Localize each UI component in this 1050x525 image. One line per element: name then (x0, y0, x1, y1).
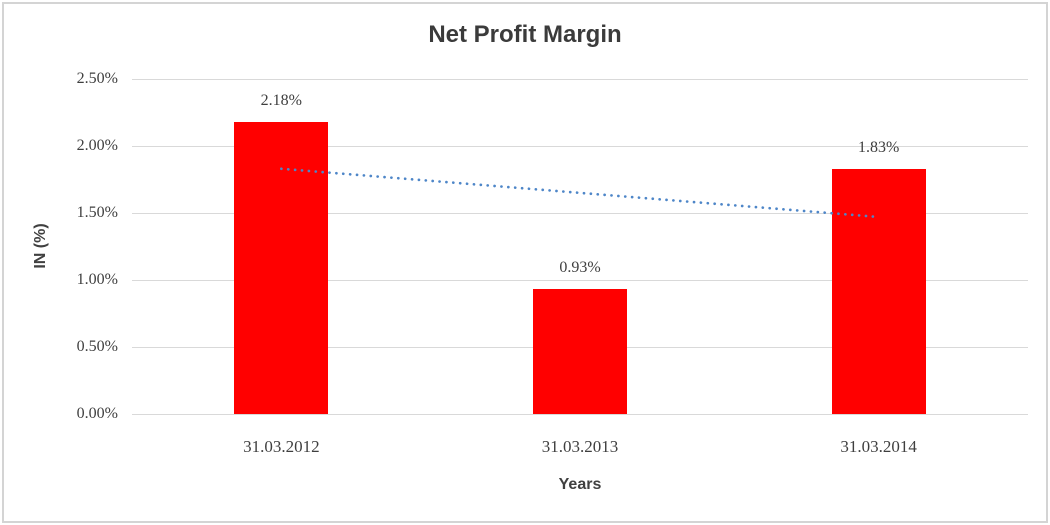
y-tick-label: 2.50% (76, 70, 118, 87)
y-tick-label: 1.00% (76, 271, 118, 288)
bar-value-label: 0.93% (559, 259, 601, 277)
gridline (132, 280, 1028, 281)
gridline (132, 79, 1028, 80)
x-axis-title: Years (558, 476, 602, 493)
x-tick-label: 31.03.2013 (541, 437, 619, 456)
gridline (132, 146, 1028, 147)
bar-value-label: 2.18% (260, 91, 302, 109)
y-tick-label: 0.00% (76, 405, 118, 422)
y-axis-title: IN (%) (32, 223, 49, 269)
bar (533, 289, 627, 414)
bar (234, 121, 329, 414)
gridline (132, 414, 1028, 415)
gridline (132, 213, 1028, 214)
x-tick-label: 31.03.2012 (243, 437, 320, 456)
y-tick-label: 0.50% (76, 338, 118, 355)
y-tick-label: 2.00% (76, 137, 118, 154)
chart-title: Net Profit Margin (428, 21, 622, 48)
bar-value-label: 1.83% (857, 138, 900, 156)
bar (831, 168, 926, 414)
y-tick-label: 1.50% (76, 204, 118, 221)
x-tick-label: 31.03.2014 (840, 437, 917, 456)
